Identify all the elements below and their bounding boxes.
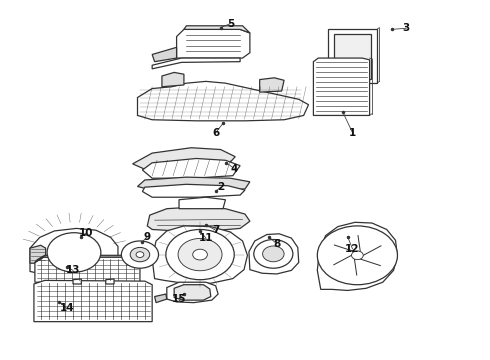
Polygon shape <box>318 222 397 291</box>
Text: 9: 9 <box>144 232 151 242</box>
Polygon shape <box>176 30 250 58</box>
Polygon shape <box>30 228 118 278</box>
Circle shape <box>122 241 159 268</box>
Circle shape <box>166 229 234 280</box>
Text: 3: 3 <box>403 23 410 33</box>
Polygon shape <box>35 255 140 262</box>
Polygon shape <box>34 280 152 321</box>
Polygon shape <box>249 234 299 274</box>
Circle shape <box>254 239 293 268</box>
Polygon shape <box>155 294 167 303</box>
Text: 8: 8 <box>273 239 280 249</box>
Text: 6: 6 <box>212 128 220 138</box>
Polygon shape <box>133 148 235 170</box>
Polygon shape <box>30 245 46 263</box>
Text: 15: 15 <box>172 294 186 304</box>
Polygon shape <box>35 257 140 282</box>
Polygon shape <box>143 158 240 178</box>
Polygon shape <box>143 184 245 197</box>
Polygon shape <box>184 26 250 33</box>
Text: 2: 2 <box>217 182 224 192</box>
Polygon shape <box>260 78 284 92</box>
Text: 14: 14 <box>59 303 74 314</box>
Circle shape <box>47 233 101 272</box>
Polygon shape <box>73 279 81 284</box>
Text: 1: 1 <box>349 128 356 138</box>
Polygon shape <box>328 30 377 83</box>
Text: 11: 11 <box>198 233 213 243</box>
Polygon shape <box>106 279 114 284</box>
Polygon shape <box>174 285 211 300</box>
Text: 4: 4 <box>231 163 238 174</box>
Circle shape <box>193 249 207 260</box>
Circle shape <box>130 247 150 262</box>
Circle shape <box>178 238 222 271</box>
Text: 7: 7 <box>212 225 220 235</box>
Text: 10: 10 <box>79 228 94 238</box>
Polygon shape <box>152 58 240 69</box>
Polygon shape <box>152 226 247 283</box>
Polygon shape <box>314 58 369 116</box>
Circle shape <box>136 252 144 257</box>
Polygon shape <box>138 81 309 121</box>
Text: 13: 13 <box>66 265 80 275</box>
Circle shape <box>351 251 363 260</box>
Polygon shape <box>152 47 176 62</box>
Polygon shape <box>179 197 225 209</box>
Polygon shape <box>147 207 250 231</box>
Polygon shape <box>138 177 250 192</box>
Polygon shape <box>162 72 184 87</box>
Circle shape <box>318 226 397 285</box>
Polygon shape <box>167 282 218 303</box>
Text: 12: 12 <box>345 244 360 254</box>
Circle shape <box>263 246 284 262</box>
Text: 5: 5 <box>227 19 234 29</box>
Polygon shape <box>334 34 370 78</box>
